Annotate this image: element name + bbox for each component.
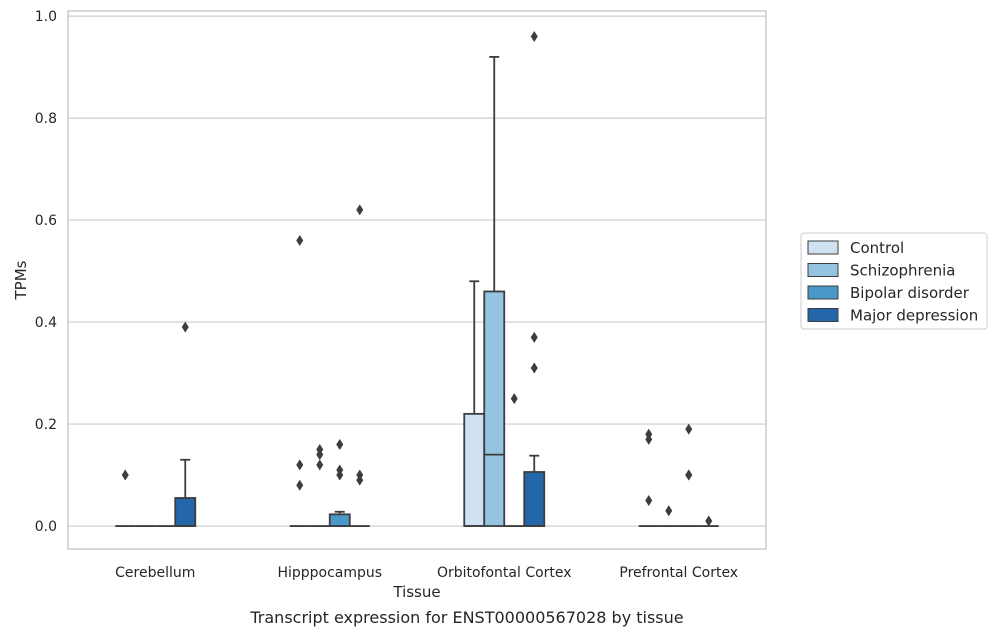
- box-schizophrenia: [483, 55, 506, 527]
- legend-label: Control: [850, 239, 904, 257]
- x-axis-label: Tissue: [392, 583, 440, 601]
- legend-swatch: [807, 263, 839, 277]
- legend-label: Bipolar disorder: [850, 284, 970, 302]
- y-axis-ticks: 0.0 0.2 0.4 0.6 0.8 1.0: [35, 9, 57, 535]
- outlier-point: [705, 515, 713, 527]
- box-bipolar-disorder: [328, 438, 351, 527]
- outlier-point: [530, 331, 538, 343]
- box-bipolar-disorder: [678, 423, 699, 527]
- x-tick-label: Orbitofontal Cortex: [437, 565, 572, 581]
- box-schizophrenia: [658, 505, 679, 527]
- y-tick-label: 0.8: [35, 111, 57, 127]
- outlier-point: [316, 449, 324, 461]
- outlier-point: [296, 479, 304, 491]
- legend-label: Major depression: [850, 307, 978, 325]
- outlier-point: [296, 459, 304, 471]
- box-body: [523, 471, 546, 527]
- box-body: [483, 290, 506, 527]
- y-axis-label: TPMs: [12, 260, 30, 300]
- box-major-depression: [349, 204, 370, 527]
- box-bipolar-disorder: [504, 393, 525, 527]
- x-tick-label: Hipppocampus: [277, 565, 382, 581]
- chart-caption: Transcript expression for ENST0000056702…: [249, 608, 683, 627]
- legend-swatch: [807, 308, 839, 322]
- outlier-point: [665, 505, 673, 517]
- x-tick-label: Cerebellum: [115, 565, 195, 581]
- outlier-point: [121, 469, 129, 481]
- outlier-point: [685, 469, 693, 481]
- y-tick-label: 1.0: [35, 9, 57, 25]
- box-major-depression: [523, 30, 546, 527]
- box-body: [174, 497, 197, 527]
- box-control: [289, 234, 310, 527]
- grid-lines: [68, 15, 766, 527]
- box-major-depression: [174, 321, 197, 527]
- outlier-point: [530, 30, 538, 42]
- legend-frame: [800, 232, 988, 330]
- box-major-depression: [698, 515, 719, 527]
- y-tick-label: 0.6: [35, 213, 57, 229]
- box-plot-series: [115, 30, 719, 527]
- outlier-point: [645, 433, 653, 445]
- outlier-point: [356, 474, 364, 486]
- y-tick-label: 0.4: [35, 315, 57, 331]
- outlier-point: [336, 469, 344, 481]
- box-schizophrenia: [309, 444, 330, 527]
- box-body: [328, 513, 351, 527]
- box-control: [638, 428, 659, 527]
- x-tick-label: Prefrontal Cortex: [619, 565, 738, 581]
- y-tick-label: 0.2: [35, 417, 57, 433]
- outlier-point: [685, 423, 693, 435]
- plot-frame: [67, 10, 767, 550]
- outlier-point: [336, 438, 344, 450]
- legend: Control Schizophrenia Bipolar disorder Majo…: [800, 232, 988, 330]
- outlier-point: [181, 321, 189, 333]
- box-control: [115, 469, 136, 527]
- outlier-point: [296, 234, 304, 246]
- outlier-point: [316, 459, 324, 471]
- box-body: [463, 412, 486, 527]
- x-axis-ticks: Cerebellum Hipppocampus Orbitofontal Corte…: [115, 565, 738, 581]
- y-tick-label: 0.0: [35, 519, 57, 535]
- outlier-point: [356, 204, 364, 216]
- outlier-point: [645, 495, 653, 507]
- legend-label: Schizophrenia: [850, 262, 955, 280]
- legend-swatch: [807, 285, 839, 300]
- outlier-point: [510, 393, 518, 405]
- legend-swatch: [807, 240, 839, 255]
- box-control: [463, 280, 486, 527]
- outlier-point: [530, 362, 538, 374]
